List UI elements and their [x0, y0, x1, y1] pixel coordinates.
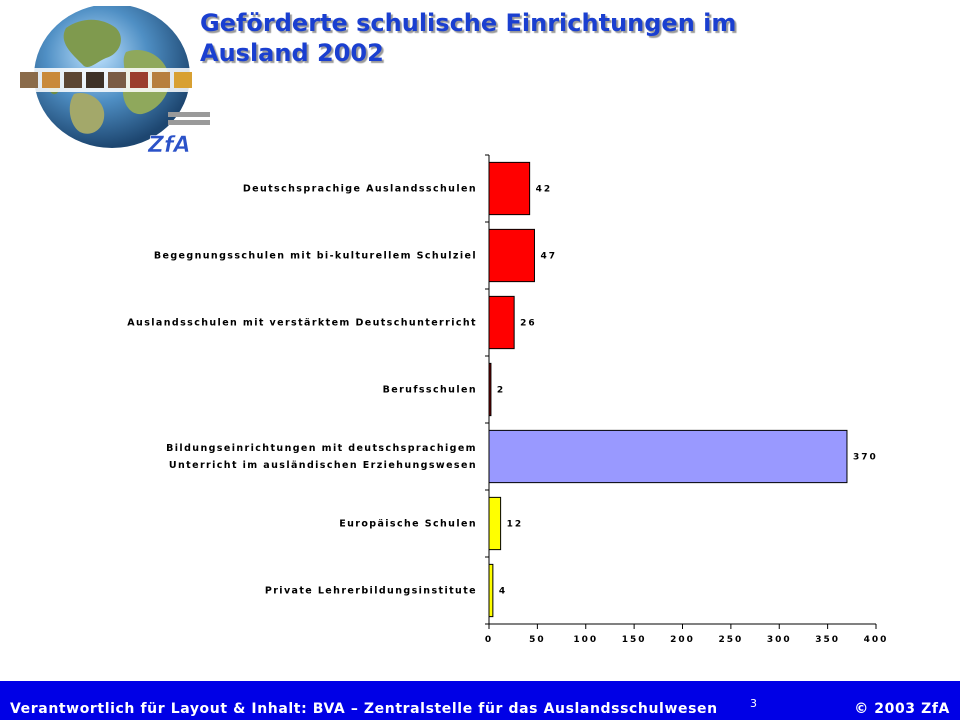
logo-text: ZfA: [147, 133, 191, 156]
footer-credit: Verantwortlich für Layout & Inhalt: BVA …: [10, 701, 718, 717]
zfa-globe-logo: ZfA: [16, 6, 210, 156]
x-tick-label: 350: [815, 635, 840, 645]
x-tick-label: 300: [767, 635, 792, 645]
x-tick-label: 250: [718, 635, 743, 645]
data-label: 47: [540, 252, 557, 262]
footer-copyright: © 2003 ZfA: [854, 701, 950, 717]
category-label: Private Lehrerbildungsinstitute: [265, 586, 477, 597]
bar: [488, 228, 535, 283]
x-tick-label: 400: [864, 635, 889, 645]
category-label: Unterricht im ausländischen Erziehungswe…: [169, 460, 477, 471]
slide-title-line1: Geförderte schulische Einrichtungen im: [200, 9, 737, 37]
bar: [488, 295, 515, 350]
x-tick-label: 50: [529, 635, 546, 645]
data-label: 26: [520, 319, 537, 329]
data-label: 2: [497, 386, 505, 396]
category-label: Bildungseinrichtungen mit deutschsprachi…: [166, 443, 477, 454]
bar: [488, 496, 502, 551]
x-tick-label: 200: [670, 635, 695, 645]
bar-chart: 0 50 100 150 200 250 300 350 40042Deutschsprachi…: [127, 154, 889, 645]
category-label: Deutschsprachige Auslandsschulen: [243, 184, 477, 195]
slide-title-line2: Ausland 2002: [200, 39, 384, 67]
slide-title: Geförderte schulische Einrichtungen im A…: [200, 8, 900, 68]
footer-bar: Verantwortlich für Layout & Inhalt: BVA …: [0, 681, 960, 720]
category-label: Begegnungsschulen mit bi-kulturellem Sch…: [154, 251, 477, 262]
category-label: Berufsschulen: [383, 385, 477, 396]
data-label: 4: [499, 587, 507, 597]
bar: [488, 429, 848, 484]
x-tick-label: 0: [485, 635, 493, 645]
x-tick-label: 100: [573, 635, 598, 645]
category-label: Europäische Schulen: [339, 519, 477, 530]
x-tick-label: 150: [622, 635, 647, 645]
bar: [488, 362, 492, 417]
data-label: 370: [853, 453, 878, 463]
data-label: 12: [507, 520, 524, 530]
bar: [488, 563, 494, 618]
page-number: 3: [750, 697, 757, 710]
category-label: Auslandsschulen mit verstärktem Deutschu…: [127, 318, 477, 329]
data-label: 42: [536, 185, 553, 195]
bar: [488, 161, 531, 216]
